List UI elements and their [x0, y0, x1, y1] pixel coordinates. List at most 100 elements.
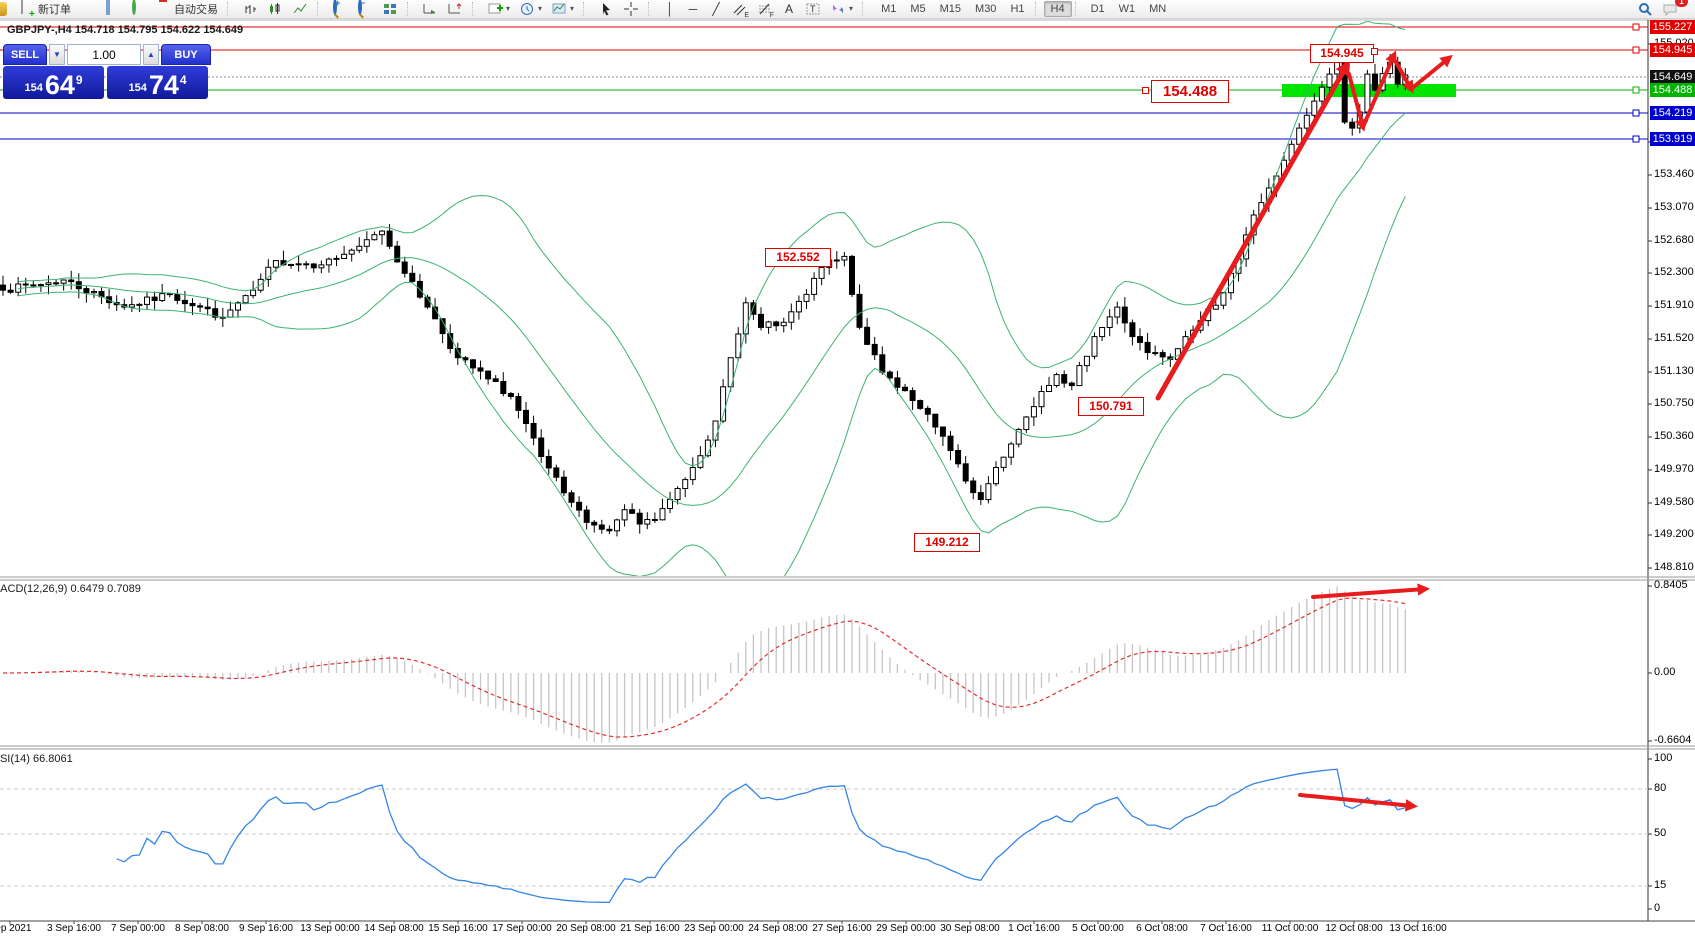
- candlestick-chart-button[interactable]: [264, 0, 286, 18]
- line-chart-button[interactable]: [289, 0, 311, 18]
- rsi-axis-tick: 15: [1654, 879, 1667, 891]
- timeframe-button-w1[interactable]: W1: [1118, 3, 1136, 15]
- timeframe-button-m5[interactable]: M5: [910, 3, 926, 15]
- toolbar-separator: [1074, 2, 1081, 16]
- autotrading-button[interactable]: 自动交易: [152, 0, 221, 18]
- dropdown-caret-icon: ▾: [570, 4, 575, 13]
- timeframe-button-d1[interactable]: D1: [1090, 3, 1105, 15]
- ask-price-box[interactable]: 154 74 4: [107, 66, 208, 99]
- timeframe-button-h4[interactable]: H4: [1043, 1, 1072, 17]
- toolbar-separator: [862, 2, 868, 16]
- indicators-add-icon: [487, 1, 503, 17]
- cursor-button[interactable]: [595, 0, 617, 18]
- autotrading-icon: [155, 1, 171, 17]
- shapes-button[interactable]: ▾: [827, 0, 856, 18]
- time-axis-label: 24 Sep 08:00: [748, 923, 808, 934]
- timeframe-button-h1[interactable]: H1: [1010, 3, 1025, 15]
- time-axis-label: 15 Sep 16:00: [428, 923, 488, 934]
- tile-windows-button[interactable]: [379, 0, 401, 18]
- bid-price-box[interactable]: 154 64 9: [3, 66, 104, 99]
- rsi-label: RSI(14) 66.8061: [0, 753, 73, 765]
- time-axis-label: 13 Sep 00:00: [300, 923, 360, 934]
- sell-button[interactable]: SELL: [3, 44, 47, 65]
- time-axis-label: 8 Sep 08:00: [175, 923, 229, 934]
- price-axis-tick: 149.970: [1654, 463, 1694, 475]
- price-line-badge: 154.219: [1650, 106, 1695, 120]
- timeframe-button-m1[interactable]: M1: [881, 3, 897, 15]
- time-axis-label: 14 Sep 08:00: [364, 923, 424, 934]
- price-callout-label: 154.488: [1151, 79, 1229, 103]
- zoom-out-button[interactable]: −: [354, 0, 376, 18]
- clock-icon: [519, 1, 535, 17]
- bid-prefix: 154: [24, 82, 43, 94]
- dropdown-caret-icon: ▾: [849, 4, 854, 13]
- templates-button[interactable]: ▾: [548, 0, 577, 18]
- chat-button[interactable]: 1: [1659, 0, 1688, 18]
- time-axis-label: 12 Oct 08:00: [1325, 923, 1383, 934]
- price-axis-tick: 153.460: [1654, 168, 1694, 180]
- time-axis-label: 6 Oct 08:00: [1136, 923, 1188, 934]
- ask-prefix: 154: [128, 82, 147, 94]
- rsi-axis-tick: 100: [1654, 752, 1673, 764]
- toolbar-separator: [1034, 2, 1041, 16]
- chat-bubble-icon: [1662, 1, 1678, 17]
- price-axis-tick: 151.910: [1654, 299, 1694, 311]
- profiles-icon: [80, 1, 96, 17]
- dropdown-caret-icon: ▾: [506, 4, 511, 13]
- vertical-line-icon: │: [666, 2, 674, 16]
- time-axis-label: 1 Oct 16:00: [1008, 923, 1060, 934]
- label-button[interactable]: T: [802, 0, 824, 18]
- dropdown-caret-icon: ▾: [538, 4, 543, 13]
- signals-button[interactable]: [127, 0, 149, 18]
- crosshair-button[interactable]: [620, 0, 642, 18]
- channel-button[interactable]: E: [729, 0, 751, 19]
- timeframe-button-m30[interactable]: M30: [975, 3, 997, 15]
- price-axis-tick: 150.750: [1654, 397, 1694, 409]
- indicators-button[interactable]: ▾: [484, 0, 513, 18]
- text-button[interactable]: A: [779, 0, 799, 18]
- price-callout-label: 152.552: [765, 247, 831, 267]
- price-axis-tick: 149.200: [1654, 528, 1694, 540]
- template-icon: [551, 1, 567, 17]
- new-order-button[interactable]: + 新订单: [16, 0, 74, 20]
- bid-pip-digit: 9: [75, 73, 83, 87]
- auto-scroll-button[interactable]: [419, 0, 441, 18]
- timeframe-button-mn[interactable]: MN: [1149, 3, 1167, 15]
- volume-increase-button[interactable]: ▲: [143, 44, 159, 65]
- market-watch-button[interactable]: [102, 0, 124, 18]
- toolbar-separator: [407, 2, 413, 16]
- fibonacci-button[interactable]: F: [754, 0, 776, 19]
- price-axis-tick: 153.070: [1654, 201, 1694, 213]
- vertical-line-button[interactable]: │: [660, 0, 680, 18]
- macd-axis-tick: -0.6604: [1654, 734, 1692, 746]
- price-axis-tick: 152.300: [1654, 266, 1694, 278]
- volume-input[interactable]: [67, 44, 141, 65]
- time-axis-label: 7 Oct 16:00: [1200, 923, 1252, 934]
- trendline-button[interactable]: ╱: [706, 0, 726, 18]
- time-axis-label: 21 Sep 16:00: [620, 923, 680, 934]
- volume-decrease-button[interactable]: ▼: [49, 44, 65, 65]
- time-axis-label: 30 Sep 08:00: [940, 923, 1000, 934]
- clipped-icon: [0, 2, 7, 16]
- timeframe-button-m15[interactable]: M15: [939, 3, 962, 15]
- price-line-badge: 153.919: [1650, 132, 1695, 146]
- periods-button[interactable]: ▾: [516, 0, 545, 18]
- price-axis-tick: 152.680: [1654, 234, 1694, 246]
- toolbar-separator: [648, 2, 654, 16]
- bid-big-digits: 64: [44, 70, 75, 100]
- toolbar-separator: [317, 2, 323, 16]
- zoom-in-button[interactable]: +: [329, 0, 351, 18]
- search-button[interactable]: [1634, 0, 1656, 18]
- price-axis-tick: 151.520: [1654, 332, 1694, 344]
- profiles-button[interactable]: [77, 0, 99, 18]
- chart-shift-button[interactable]: [444, 0, 466, 18]
- buy-button[interactable]: BUY: [161, 44, 211, 65]
- rsi-axis-tick: 80: [1654, 782, 1667, 794]
- price-axis-tick: 149.580: [1654, 496, 1694, 508]
- new-order-icon: +: [19, 0, 35, 20]
- horizontal-line-button[interactable]: ─: [683, 0, 703, 18]
- time-axis-label: 11 Oct 00:00: [1261, 923, 1319, 934]
- price-callout-label: 150.791: [1078, 396, 1144, 416]
- bar-chart-button[interactable]: [239, 0, 261, 18]
